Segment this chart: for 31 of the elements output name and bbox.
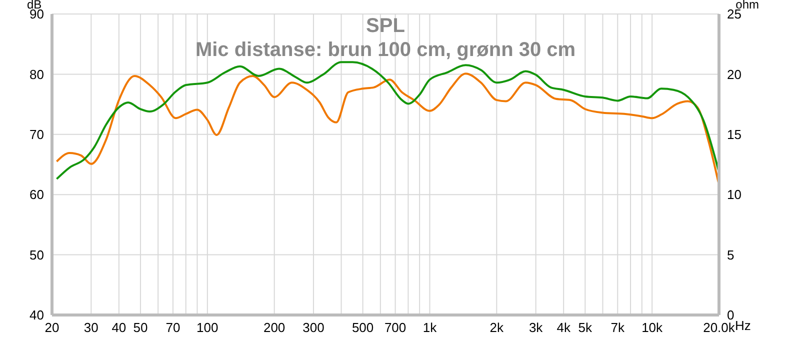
x-tick-label: 100 [196, 320, 218, 336]
y2-tick-label: 10 [727, 187, 742, 202]
y2-tick-label: 15 [727, 127, 742, 142]
y-tick-label: 40 [30, 308, 44, 323]
x-tick-label: 50 [133, 320, 148, 336]
text: Mic distanse: brun 100 cm, grønn 30 cm [194, 38, 577, 62]
x-tick-label: 20 [44, 320, 60, 336]
x-tick-label: 5k [578, 320, 593, 336]
y2-tick-label: 0 [727, 308, 734, 323]
x-tick-label: 10k [642, 320, 664, 336]
x-tick-label: 70 [166, 320, 180, 336]
y-tick-label: 80 [30, 66, 44, 82]
y-tick-label: 70 [30, 127, 44, 142]
x-tick-label: 7k [610, 320, 625, 336]
x-tick-label: 2k [490, 320, 504, 336]
x-axis-title: Hz [735, 318, 751, 334]
y-tick-label: 60 [30, 187, 44, 202]
x-tick-label: 4k [556, 320, 571, 336]
y-tick-label: 50 [30, 247, 44, 262]
y2-tick-label: 20 [727, 66, 742, 82]
x-tick-label: 20.0k [703, 320, 736, 336]
x-tick-label: 200 [263, 320, 286, 336]
x-tick-label: 30 [84, 320, 98, 336]
x-tick-label: 3k [528, 320, 544, 336]
x-tick-label: 1k [422, 320, 438, 336]
x-tick-label: 300 [302, 320, 324, 336]
chart-title: SPL [365, 14, 406, 38]
x-tick-label: 40 [112, 320, 126, 336]
x-tick-label: 700 [384, 320, 406, 336]
y2-tick-label: 5 [727, 247, 734, 262]
x-tick-label: 500 [352, 320, 374, 336]
